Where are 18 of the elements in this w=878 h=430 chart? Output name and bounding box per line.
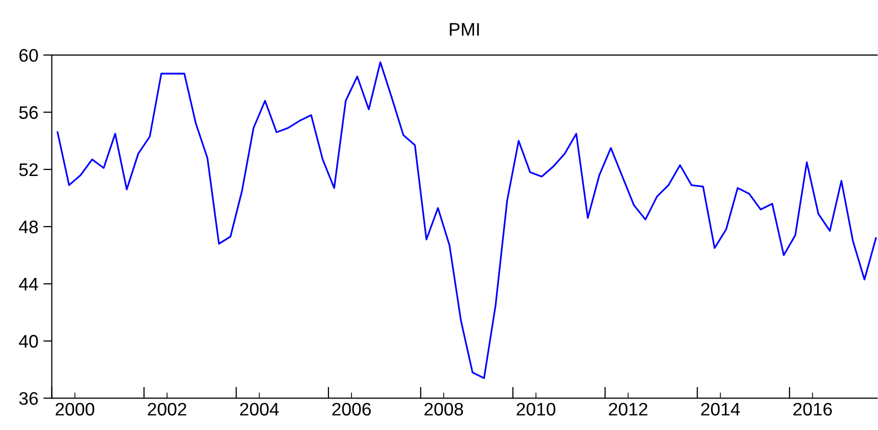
x-tick-label: 2000: [56, 402, 94, 416]
y-tick-label: 48: [18, 220, 38, 234]
x-tick-label: 2008: [424, 402, 464, 416]
x-tick-label: 2012: [608, 402, 648, 416]
x-tick-label: 2002: [148, 402, 186, 416]
y-tick-label: 56: [19, 106, 38, 119]
x-tick-label: 2004: [240, 402, 279, 416]
x-tick-label: 2016: [793, 402, 832, 416]
y-tick-label: 60: [19, 48, 38, 62]
x-tick-label: 2014: [701, 402, 740, 416]
chart-title: PMI: [450, 23, 479, 36]
y-tick-label: 36: [19, 392, 38, 405]
x-tick-label: 2006: [332, 402, 371, 416]
x-tick-label: 2010: [516, 402, 556, 416]
y-tick-label: 40: [18, 334, 38, 348]
y-tick-label: 44: [18, 278, 38, 290]
line-series: [56, 61, 877, 379]
y-tick-label: 52: [19, 163, 38, 176]
